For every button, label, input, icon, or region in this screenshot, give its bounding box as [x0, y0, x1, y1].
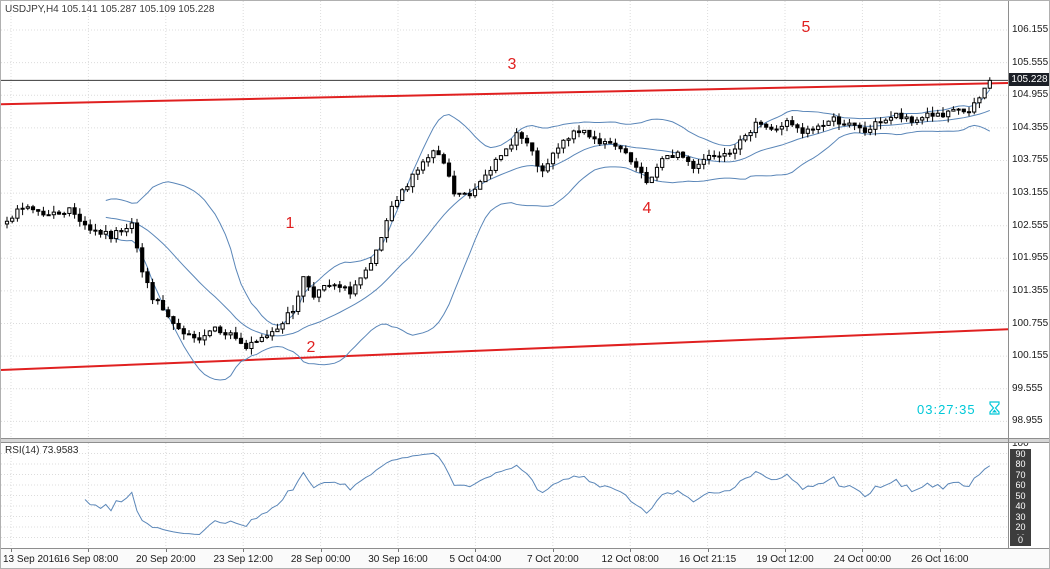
wave-label-2[interactable]: 2	[306, 339, 316, 356]
rsi-axis-label: 80	[1010, 459, 1031, 470]
time-axis-tick	[398, 549, 399, 552]
time-axis[interactable]: 13 Sep 2016 16 Sep 08:00 20 Sep 20:00 23 Se…	[1, 548, 1049, 568]
time-axis-tick	[707, 549, 709, 552]
countdown-hourglass-icon	[989, 401, 1000, 415]
rsi-axis-label: 50	[1010, 490, 1031, 502]
time-axis-tick	[862, 549, 864, 552]
time-axis-label: 12 Oct 08:00	[601, 554, 659, 565]
time-axis-tick	[552, 549, 554, 552]
time-axis-label: 20 Sep 20:00	[136, 554, 196, 565]
time-axis-tick	[165, 549, 167, 552]
time-axis-label: 30 Sep 16:00	[368, 554, 428, 565]
wave-label-3[interactable]: 3	[507, 56, 517, 73]
price-axis-label: 105.555	[1012, 56, 1049, 68]
price-axis-label: 103.155	[1012, 187, 1049, 199]
price-axis-label: 103.755	[1012, 154, 1049, 166]
price-axis-label: 100.155	[1012, 350, 1049, 362]
price-axis-label: 102.555	[1012, 219, 1049, 231]
time-axis-label: 16 Sep 08:00	[58, 554, 119, 565]
price-chart-canvas[interactable]	[1, 1, 1008, 438]
time-axis-tick	[630, 549, 632, 552]
time-axis-tick	[88, 549, 90, 552]
price-axis-label: 100.755	[1012, 317, 1049, 329]
rsi-axis-label: 70	[1010, 469, 1031, 481]
time-axis-label: 24 Oct 00:00	[833, 554, 892, 565]
rsi-axis-label: 30	[1010, 511, 1031, 523]
time-axis-label: 28 Sep 00:00	[290, 554, 351, 565]
rsi-axis-label: 100	[1012, 438, 1029, 449]
rsi-indicator-label: RSI(14) 73.9583	[5, 445, 79, 456]
time-axis-label: 16 Oct 21:15	[678, 554, 737, 565]
wave-label-5[interactable]: 5	[801, 19, 811, 36]
wave-label-4[interactable]: 4	[642, 200, 652, 217]
price-axis-label: 104.355	[1012, 121, 1049, 133]
rsi-axis-label: 90	[1010, 448, 1031, 460]
price-axis-label: 101.955	[1012, 252, 1049, 264]
price-axis-label: 106.155	[1012, 24, 1049, 35]
price-axis-label: 104.955	[1012, 89, 1049, 101]
price-axis-label: 101.355	[1012, 284, 1049, 296]
time-axis-tick	[475, 549, 477, 552]
time-axis-label: 26 Oct 16:00	[911, 554, 969, 565]
current-price-tag: 105.228	[1009, 73, 1049, 87]
wave-label-1[interactable]: 1	[285, 215, 295, 232]
rsi-axis-label: 0	[1010, 535, 1031, 546]
time-axis-label: 7 Oct 20:00	[526, 554, 579, 565]
rsi-axis-label: 60	[1010, 480, 1031, 491]
rsi-indicator-canvas[interactable]	[1, 443, 1008, 548]
time-axis-tick	[11, 549, 12, 552]
rsi-axis-label: 40	[1010, 501, 1031, 512]
candle-countdown-timer: 03:27:35	[917, 402, 976, 417]
price-axis-label: 98.955	[1012, 415, 1043, 427]
time-axis-label: 23 Sep 12:00	[213, 554, 273, 565]
rsi-axis-label: 20	[1010, 522, 1031, 533]
time-axis-tick	[243, 549, 245, 552]
panel-resize-handle[interactable]	[1, 438, 1049, 443]
time-axis-tick	[785, 549, 786, 552]
time-axis-label: 5 Oct 04:00	[449, 554, 502, 565]
time-axis-label: 19 Oct 12:00	[756, 554, 814, 565]
price-axis-separator	[1008, 1, 1009, 568]
symbol-ohlc-header: USDJPY,H4 105.141 105.287 105.109 105.22…	[5, 4, 215, 15]
price-axis-label: 99.555	[1012, 382, 1043, 394]
time-axis-tick	[939, 549, 941, 552]
time-axis-tick	[320, 549, 322, 552]
time-axis-label: 13 Sep 2016	[3, 554, 60, 565]
